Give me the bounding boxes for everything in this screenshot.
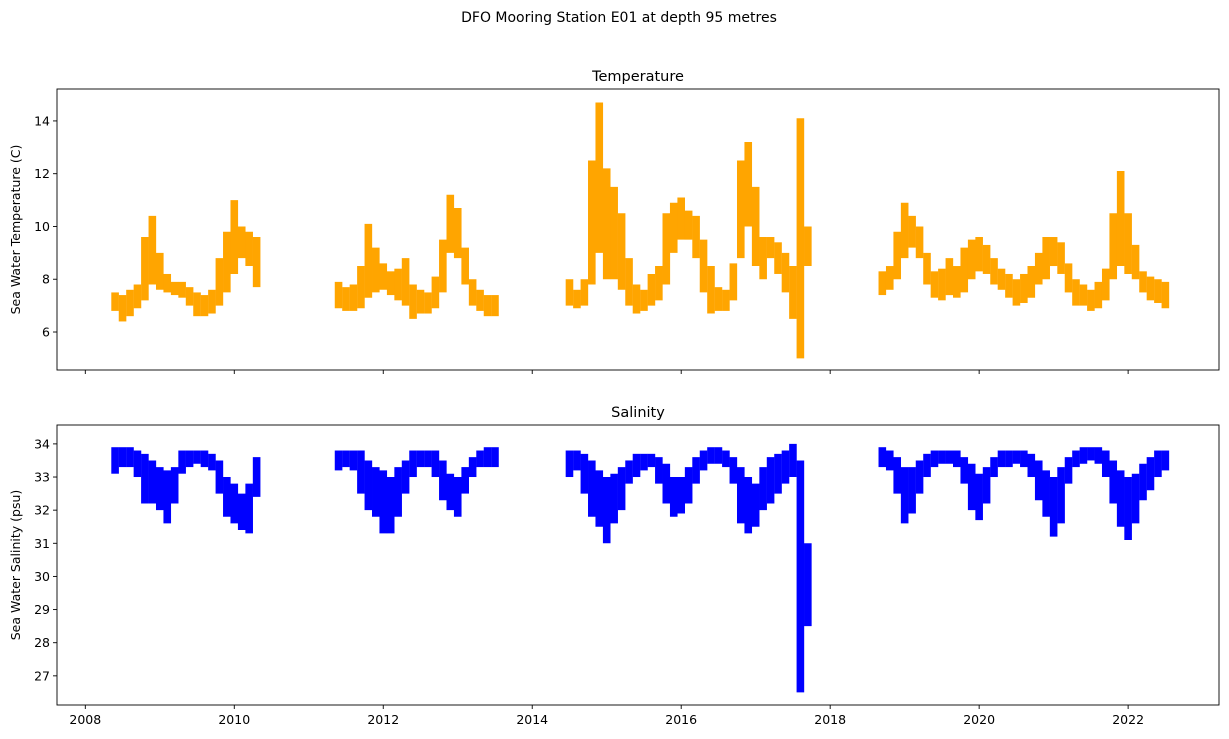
x-tick-label: 2008	[69, 712, 101, 727]
x-tick-label: 2016	[665, 712, 697, 727]
y-axis-label: Sea Water Salinity (psu)	[8, 490, 23, 641]
x-tick-label: 2018	[814, 712, 846, 727]
y-tick-label: 6	[42, 325, 50, 340]
x-tick-label: 2014	[516, 712, 548, 727]
y-tick-label: 33	[34, 470, 50, 485]
y-tick-label: 28	[34, 635, 50, 650]
y-tick-label: 29	[34, 602, 50, 617]
x-tick-label: 2020	[963, 712, 995, 727]
x-tick-label: 2010	[218, 712, 250, 727]
chart-title: Temperature	[591, 69, 684, 85]
y-tick-label: 34	[34, 436, 50, 451]
y-tick-label: 30	[34, 569, 50, 584]
x-tick-label: 2022	[1112, 712, 1144, 727]
y-axis-label: Sea Water Temperature (C)	[8, 145, 23, 315]
y-tick-label: 10	[34, 219, 50, 234]
y-tick-label: 14	[34, 113, 50, 128]
y-tick-label: 12	[34, 166, 50, 181]
series	[111, 102, 1170, 359]
chart-title: Salinity	[611, 405, 665, 421]
axes-frame	[56, 88, 1220, 371]
y-tick-label: 8	[42, 272, 50, 287]
figure-title: DFO Mooring Station E01 at depth 95 metr…	[461, 10, 777, 26]
y-tick-label: 27	[34, 668, 50, 683]
y-tick-label: 32	[34, 503, 50, 518]
x-tick-label: 2012	[367, 712, 399, 727]
series	[111, 443, 1170, 693]
axes-frame	[56, 424, 1220, 706]
y-tick-label: 31	[34, 536, 50, 551]
